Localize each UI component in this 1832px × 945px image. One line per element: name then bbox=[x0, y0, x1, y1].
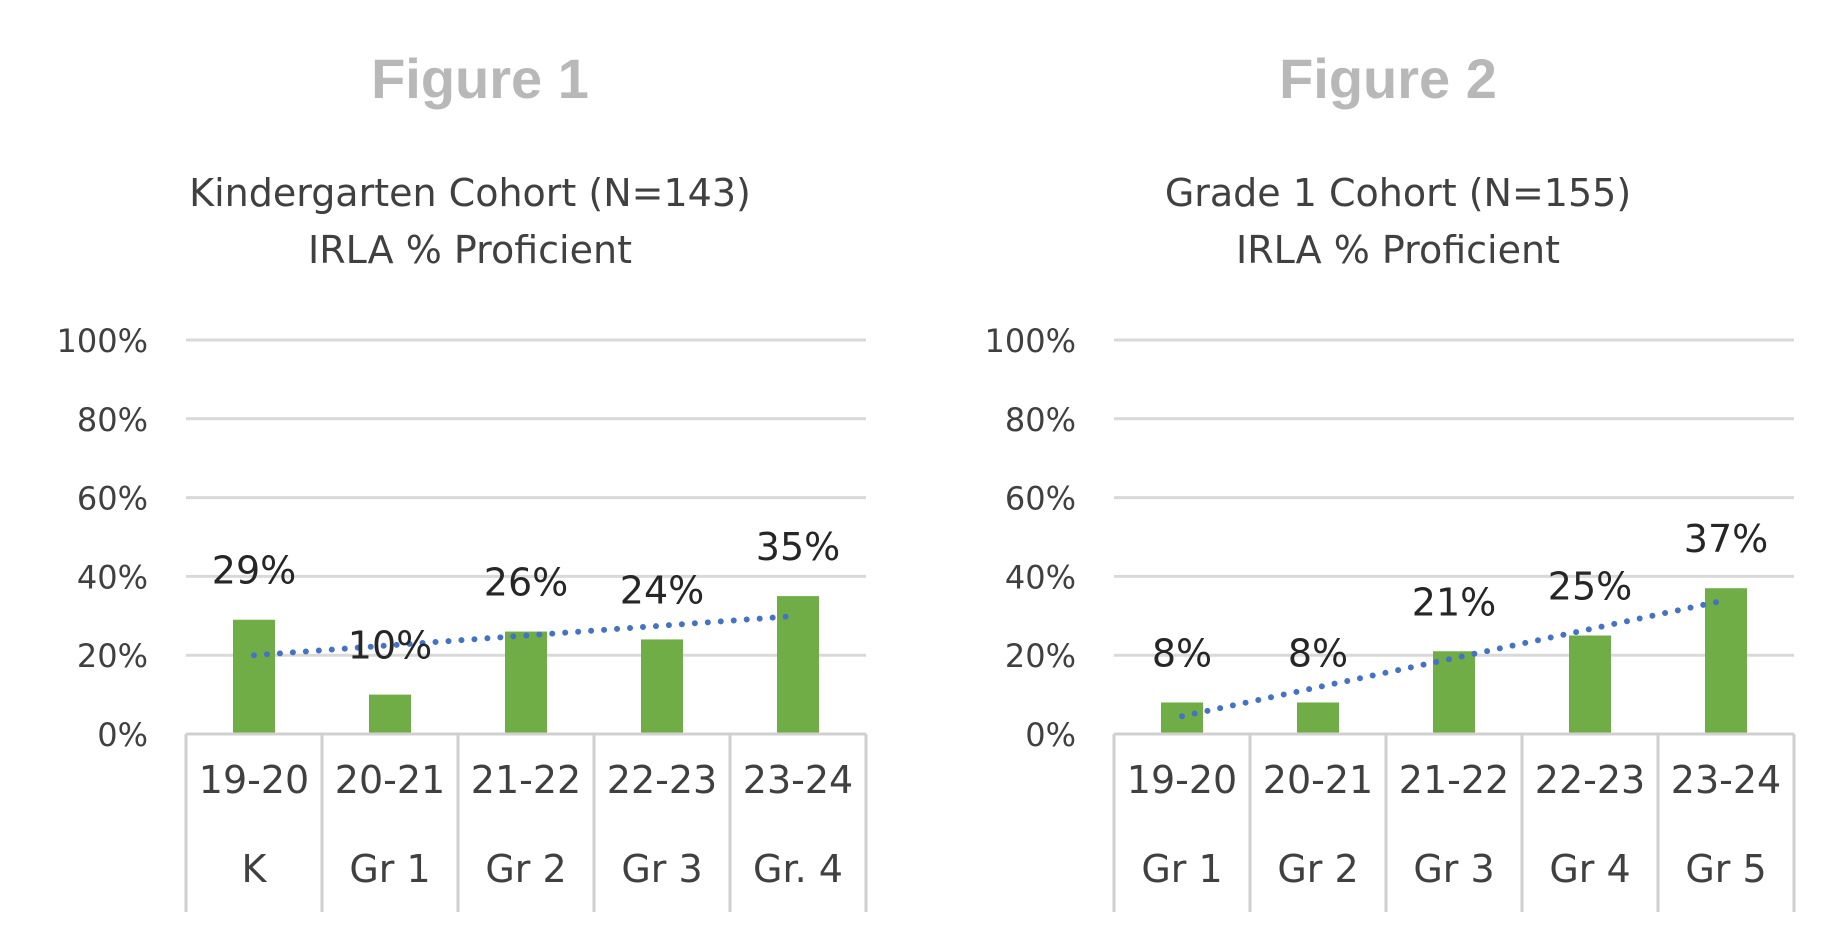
figure-2-x-tick-label: 22-23 bbox=[1535, 758, 1645, 802]
figure-2-x-tick-sublabel: Gr 1 bbox=[1141, 847, 1222, 891]
figure-2-x-tick-sublabel: Gr 5 bbox=[1685, 847, 1766, 891]
figure-2-y-tick-label: 60% bbox=[1005, 480, 1076, 518]
figure-1-chart-subtitle: IRLA % Proficient bbox=[308, 228, 632, 272]
figure-2-bar bbox=[1705, 588, 1747, 734]
figure-1-data-label: 26% bbox=[484, 561, 568, 605]
figure-1-y-tick-label: 0% bbox=[97, 716, 148, 754]
figure-1-plot-area: 0% 20% 40% 60% 80% 100% 19-20 K 20-21 Gr 1 21-22 Gr… bbox=[57, 322, 868, 912]
figure-1-y-tick-label: 100% bbox=[57, 322, 148, 360]
figure-2-bar bbox=[1569, 635, 1611, 734]
figure-2-heading: Figure 2 bbox=[1279, 47, 1497, 110]
figure-2-trendline bbox=[1179, 597, 1729, 720]
figure-2-x-tick-sublabel: Gr 2 bbox=[1277, 847, 1358, 891]
figure-1-bar bbox=[369, 694, 411, 734]
figure-1-y-tick-label: 80% bbox=[77, 401, 148, 439]
figure-2-y-tick-label: 100% bbox=[985, 322, 1076, 360]
figure-1-data-label: 24% bbox=[620, 568, 704, 612]
figure-1-x-tick-sublabel: Gr. 4 bbox=[753, 847, 843, 891]
figure-2-data-label: 8% bbox=[1288, 631, 1348, 675]
figure-2-x-tick-label: 19-20 bbox=[1127, 758, 1237, 802]
figure-2-chart-title: Grade 1 Cohort (N=155) bbox=[1165, 171, 1631, 215]
figure-1-bar bbox=[505, 631, 547, 734]
figure-1-heading: Figure 1 bbox=[371, 47, 589, 110]
figure-1-bar bbox=[641, 639, 683, 734]
figure-1-y-tick-label: 20% bbox=[77, 637, 148, 675]
figure-2-x-tick-sublabel: Gr 3 bbox=[1413, 847, 1494, 891]
figure-2-x-tick-label: 21-22 bbox=[1399, 758, 1509, 802]
figure-2-data-label: 25% bbox=[1548, 565, 1632, 609]
figure-2-chart-subtitle: IRLA % Proficient bbox=[1236, 228, 1560, 272]
figure-2-x-tick-label: 23-24 bbox=[1671, 758, 1781, 802]
figure-2-plot-area: 0% 20% 40% 60% 80% 100% 19-20 Gr 1 20-21 Gr 2 21-2… bbox=[985, 322, 1796, 912]
figure-2-x-tick-sublabel: Gr 4 bbox=[1549, 847, 1630, 891]
figure-2-y-tick-label: 80% bbox=[1005, 401, 1076, 439]
figure-1-x-tick-label: 22-23 bbox=[607, 758, 717, 802]
figure-1-chart-title: Kindergarten Cohort (N=143) bbox=[189, 171, 751, 215]
figure-1-data-label: 10% bbox=[348, 624, 432, 668]
figure-1-x-tick-sublabel: Gr 2 bbox=[485, 847, 566, 891]
figure-1-bar bbox=[233, 619, 275, 734]
figure-1-trendline bbox=[251, 612, 801, 659]
figure-1-x-tick-label: 20-21 bbox=[335, 758, 445, 802]
figure-2-y-tick-label: 20% bbox=[1005, 637, 1076, 675]
figure-2: Figure 2 Grade 1 Cohort (N=155) IRLA % P… bbox=[985, 47, 1796, 912]
figure-2-data-label: 21% bbox=[1412, 580, 1496, 624]
figure-2-x-tick-label: 20-21 bbox=[1263, 758, 1373, 802]
figure-1-data-label: 35% bbox=[756, 525, 840, 569]
figure-1-x-tick-label: 21-22 bbox=[471, 758, 581, 802]
figure-2-bar bbox=[1433, 651, 1475, 734]
figure-1-x-tick-label: 23-24 bbox=[743, 758, 853, 802]
figure-1-data-label: 29% bbox=[212, 549, 296, 593]
figure-2-data-label: 37% bbox=[1684, 517, 1768, 561]
figure-1-x-tick-label: 19-20 bbox=[199, 758, 309, 802]
figure-1-y-tick-label: 60% bbox=[77, 480, 148, 518]
figure-2-data-label: 8% bbox=[1152, 631, 1212, 675]
figure-1-y-tick-label: 40% bbox=[77, 558, 148, 596]
figure-2-bar bbox=[1297, 702, 1339, 734]
figure-1-x-tick-sublabel: Gr 3 bbox=[621, 847, 702, 891]
figure-2-y-tick-label: 40% bbox=[1005, 558, 1076, 596]
figure-1-x-tick-sublabel: K bbox=[242, 847, 268, 891]
figure-1: Figure 1 Kindergarten Cohort (N=143) IRL… bbox=[57, 47, 868, 912]
figure-2-y-tick-label: 0% bbox=[1025, 716, 1076, 754]
figure-1-x-tick-sublabel: Gr 1 bbox=[349, 847, 430, 891]
